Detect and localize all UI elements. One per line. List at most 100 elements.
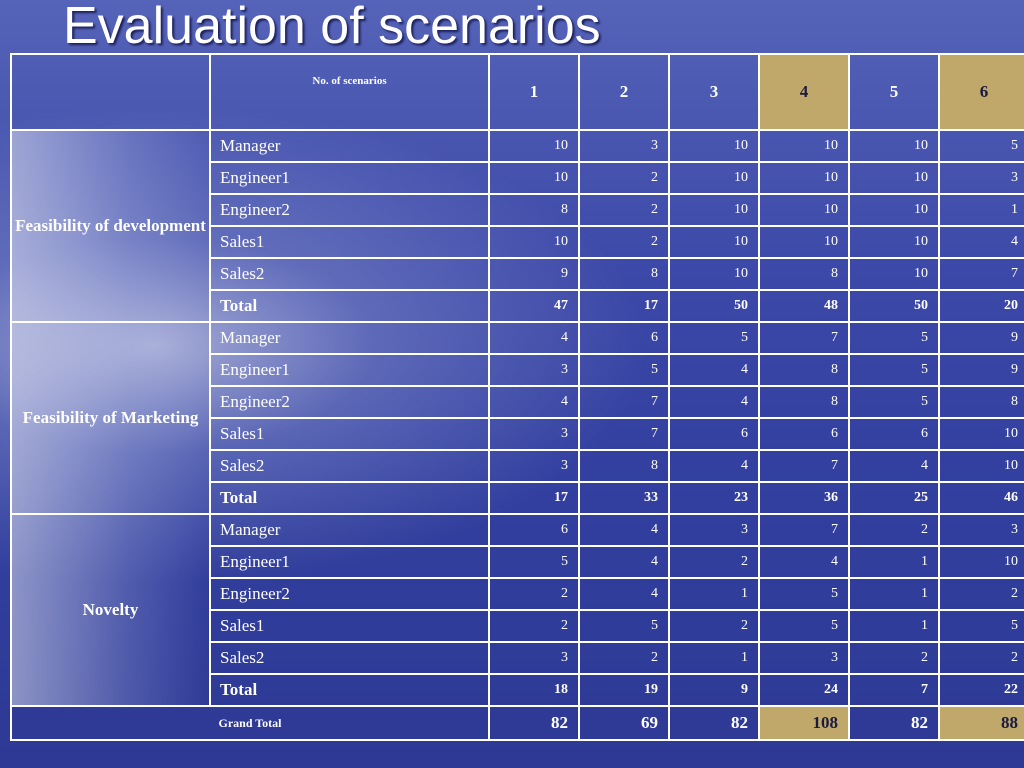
score-cell: 23 <box>668 481 760 515</box>
grand-total-cell: 82 <box>668 705 760 741</box>
header-corner-cell <box>10 53 211 131</box>
score-cell: 1 <box>848 609 940 643</box>
grand-total-cell: 82 <box>488 705 580 741</box>
score-cell: 2 <box>848 641 940 675</box>
evaluator-name: Engineer2 <box>209 385 490 419</box>
table-row: Sales1 10 2 10 10 10 4 <box>11 225 1024 259</box>
score-cell: 4 <box>578 513 670 547</box>
evaluator-name: Sales2 <box>209 257 490 291</box>
score-cell: 3 <box>668 513 760 547</box>
evaluator-name: Manager <box>209 321 490 355</box>
score-cell: 10 <box>938 545 1024 579</box>
score-cell: 6 <box>578 321 670 355</box>
table-row: Engineer1 10 2 10 10 10 3 <box>11 161 1024 195</box>
score-cell: 4 <box>668 449 760 483</box>
score-cell: 36 <box>758 481 850 515</box>
total-label: Total <box>209 289 490 323</box>
total-label: Total <box>209 673 490 707</box>
score-cell: 48 <box>758 289 850 323</box>
score-cell: 7 <box>578 417 670 451</box>
grand-total-cell: 88 <box>938 705 1024 741</box>
score-cell: 10 <box>758 225 850 259</box>
grand-total-label: Grand Total <box>10 705 490 741</box>
score-cell: 8 <box>578 257 670 291</box>
score-cell: 20 <box>938 289 1024 323</box>
score-cell: 10 <box>848 129 940 163</box>
score-cell: 10 <box>758 193 850 227</box>
evaluator-name: Manager <box>209 129 490 163</box>
total-row: Total 17 33 23 36 25 46 <box>11 481 1024 515</box>
table-row: Engineer1 3 5 4 8 5 9 <box>11 353 1024 387</box>
score-cell: 5 <box>488 545 580 579</box>
score-cell: 10 <box>668 225 760 259</box>
score-cell: 5 <box>668 321 760 355</box>
score-cell: 10 <box>668 129 760 163</box>
evaluator-name: Engineer2 <box>209 577 490 611</box>
table-row: Sales2 3 2 1 3 2 2 <box>11 641 1024 675</box>
score-cell: 1 <box>938 193 1024 227</box>
score-cell: 10 <box>758 129 850 163</box>
score-cell: 4 <box>578 577 670 611</box>
score-cell: 5 <box>848 385 940 419</box>
evaluator-name: Sales1 <box>209 609 490 643</box>
score-cell: 3 <box>488 353 580 387</box>
score-cell: 2 <box>938 641 1024 675</box>
scenario-header-2: 2 <box>578 53 670 131</box>
total-row: Total 18 19 9 24 7 22 <box>11 673 1024 707</box>
score-cell: 5 <box>578 353 670 387</box>
table-row: Engineer2 8 2 10 10 10 1 <box>11 193 1024 227</box>
category-label: Feasibility of Marketing <box>10 321 211 515</box>
score-cell: 17 <box>578 289 670 323</box>
score-cell: 2 <box>488 577 580 611</box>
score-cell: 2 <box>938 577 1024 611</box>
evaluation-table: No. of scenarios 1 2 3 4 5 6 Feasibility… <box>10 53 1024 741</box>
score-cell: 4 <box>488 385 580 419</box>
grand-total-cell: 69 <box>578 705 670 741</box>
grand-total-cell: 108 <box>758 705 850 741</box>
scenarios-header-label: No. of scenarios <box>209 53 490 131</box>
score-cell: 5 <box>578 609 670 643</box>
evaluator-name: Engineer1 <box>209 353 490 387</box>
score-cell: 4 <box>848 449 940 483</box>
score-cell: 8 <box>488 193 580 227</box>
score-cell: 10 <box>668 193 760 227</box>
score-cell: 47 <box>488 289 580 323</box>
score-cell: 10 <box>488 129 580 163</box>
score-cell: 7 <box>758 513 850 547</box>
score-cell: 4 <box>758 545 850 579</box>
score-cell: 6 <box>488 513 580 547</box>
score-cell: 10 <box>848 193 940 227</box>
score-cell: 10 <box>938 417 1024 451</box>
scenario-header-1: 1 <box>488 53 580 131</box>
score-cell: 9 <box>938 321 1024 355</box>
score-cell: 5 <box>938 609 1024 643</box>
evaluator-name: Sales2 <box>209 449 490 483</box>
score-cell: 3 <box>758 641 850 675</box>
table-row: Sales2 9 8 10 8 10 7 <box>11 257 1024 291</box>
score-cell: 6 <box>758 417 850 451</box>
grand-total-cell: 82 <box>848 705 940 741</box>
score-cell: 7 <box>848 673 940 707</box>
score-cell: 17 <box>488 481 580 515</box>
table-row: Feasibility of development Manager 10 3 10 10… <box>10 129 1024 323</box>
score-cell: 10 <box>488 225 580 259</box>
score-cell: 3 <box>488 449 580 483</box>
table-row: Novelty Manager 6 4 3 7 2 3 <box>10 513 1024 707</box>
score-cell: 19 <box>578 673 670 707</box>
score-cell: 7 <box>758 449 850 483</box>
score-cell: 8 <box>758 257 850 291</box>
score-cell: 8 <box>758 353 850 387</box>
score-cell: 1 <box>848 577 940 611</box>
evaluator-name: Engineer2 <box>209 193 490 227</box>
score-cell: 2 <box>848 513 940 547</box>
score-cell: 9 <box>938 353 1024 387</box>
score-cell: 10 <box>848 161 940 195</box>
score-cell: 1 <box>848 545 940 579</box>
scenario-header-6: 6 <box>938 53 1024 131</box>
total-row: Total 47 17 50 48 50 20 <box>11 289 1024 323</box>
scenario-header-5: 5 <box>848 53 940 131</box>
table-row: Sales1 2 5 2 5 1 5 <box>11 609 1024 643</box>
score-cell: 6 <box>848 417 940 451</box>
score-cell: 46 <box>938 481 1024 515</box>
score-cell: 22 <box>938 673 1024 707</box>
